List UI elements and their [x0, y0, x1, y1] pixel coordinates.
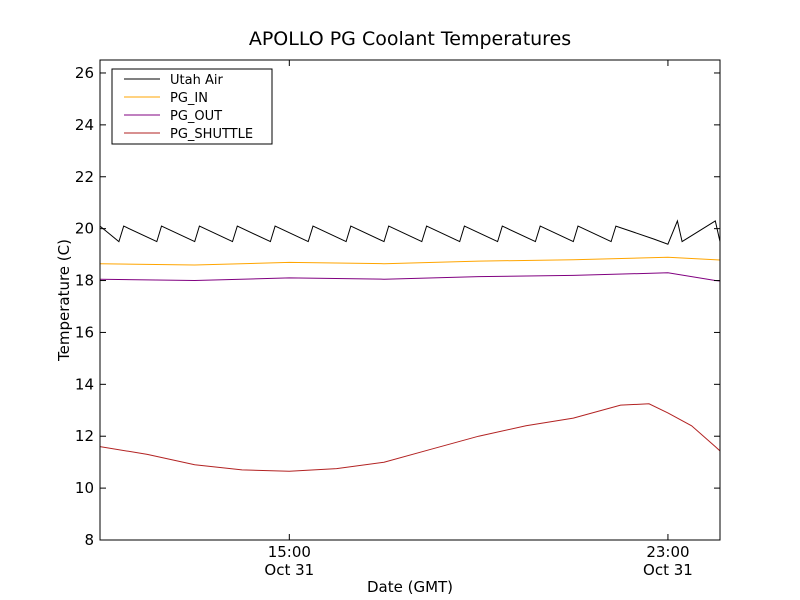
- y-tick-label: 14: [75, 375, 94, 393]
- y-tick-label: 16: [75, 323, 94, 341]
- y-tick-label: 12: [75, 427, 94, 445]
- y-tick-label: 26: [75, 64, 94, 82]
- y-tick-label: 24: [75, 116, 94, 134]
- legend-box: [111, 68, 273, 145]
- legend-label: PG_IN: [170, 91, 208, 106]
- chart-title: APOLLO PG Coolant Temperatures: [249, 28, 571, 50]
- series-line-pg-in: [100, 256, 720, 266]
- y-tick-label: 20: [75, 220, 94, 238]
- y-axis-label: Temperature (C): [55, 239, 73, 362]
- y-tick-label: 22: [75, 168, 94, 186]
- x-tick-label-date: Oct 31: [643, 561, 693, 579]
- x-tick-label-date: Oct 31: [264, 561, 314, 579]
- x-tick-label-time: 15:00: [268, 543, 311, 561]
- x-tick-label-time: 23:00: [646, 543, 689, 561]
- plot-area-border: [99, 59, 721, 541]
- legend-label: PG_SHUTTLE: [170, 127, 253, 142]
- series-line-pg-out: [100, 272, 720, 282]
- y-ticks: 8 10 12 14 16 18 20 22 24 26: [75, 64, 720, 549]
- legend-label: PG_OUT: [170, 109, 222, 124]
- x-axis-label: Date (GMT): [367, 578, 453, 596]
- series-line-utah-air: [100, 219, 720, 245]
- series-line-pg-shuttle: [100, 403, 720, 472]
- y-tick-label: 10: [75, 479, 94, 497]
- y-tick-label: 8: [84, 531, 94, 549]
- axes-frame: [99, 59, 721, 541]
- legend: Utah Air PG_IN PG_OUT PG_SHUTTLE: [111, 68, 273, 145]
- plot-lines: [100, 219, 720, 472]
- legend-label: Utah Air: [170, 73, 223, 88]
- y-tick-label: 18: [75, 272, 94, 290]
